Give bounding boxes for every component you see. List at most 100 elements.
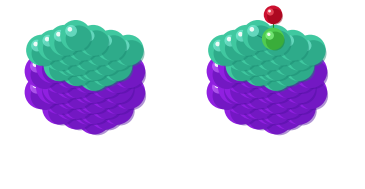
Circle shape: [31, 40, 43, 51]
Circle shape: [106, 55, 118, 67]
Circle shape: [42, 76, 71, 105]
Circle shape: [47, 75, 61, 88]
Circle shape: [50, 98, 55, 103]
Circle shape: [243, 93, 249, 98]
Circle shape: [66, 26, 92, 52]
Circle shape: [100, 59, 134, 93]
Circle shape: [108, 98, 113, 103]
Circle shape: [253, 45, 265, 57]
Circle shape: [259, 97, 288, 125]
Circle shape: [103, 37, 107, 41]
Circle shape: [73, 78, 78, 83]
Circle shape: [77, 79, 111, 113]
Circle shape: [207, 75, 241, 109]
Circle shape: [78, 25, 109, 56]
Circle shape: [242, 64, 276, 98]
Circle shape: [283, 40, 314, 71]
Circle shape: [268, 10, 271, 12]
Circle shape: [38, 30, 69, 61]
Circle shape: [76, 44, 110, 78]
Circle shape: [85, 87, 90, 92]
Circle shape: [252, 76, 265, 89]
Circle shape: [65, 69, 78, 82]
Circle shape: [78, 56, 104, 82]
Circle shape: [252, 86, 265, 99]
Circle shape: [71, 45, 83, 57]
Circle shape: [261, 49, 292, 80]
Circle shape: [97, 51, 102, 56]
Circle shape: [77, 86, 106, 115]
Circle shape: [299, 81, 328, 110]
Circle shape: [290, 67, 295, 72]
Circle shape: [59, 71, 88, 100]
Circle shape: [282, 55, 311, 84]
Circle shape: [70, 55, 83, 68]
Circle shape: [272, 62, 277, 67]
Circle shape: [265, 74, 277, 87]
Circle shape: [91, 62, 96, 67]
Circle shape: [265, 85, 294, 114]
Circle shape: [91, 42, 96, 46]
Circle shape: [42, 70, 76, 104]
Circle shape: [276, 80, 289, 93]
Circle shape: [91, 52, 96, 57]
Circle shape: [61, 44, 92, 75]
Circle shape: [244, 42, 249, 46]
Circle shape: [249, 68, 254, 73]
Circle shape: [278, 82, 284, 87]
Circle shape: [89, 51, 116, 77]
Circle shape: [89, 40, 116, 67]
Circle shape: [265, 75, 294, 104]
Circle shape: [89, 50, 101, 62]
Circle shape: [229, 65, 264, 99]
Circle shape: [68, 93, 73, 98]
Circle shape: [88, 71, 117, 100]
Circle shape: [42, 35, 54, 46]
Circle shape: [236, 30, 247, 42]
Circle shape: [101, 35, 127, 62]
Circle shape: [230, 96, 242, 109]
Circle shape: [258, 65, 292, 99]
Circle shape: [266, 45, 297, 76]
Circle shape: [31, 40, 58, 67]
Circle shape: [282, 91, 316, 125]
Circle shape: [300, 40, 311, 51]
Circle shape: [270, 60, 283, 73]
Circle shape: [243, 72, 249, 77]
Circle shape: [259, 86, 288, 115]
Circle shape: [277, 50, 289, 61]
Circle shape: [224, 91, 258, 125]
Circle shape: [215, 62, 220, 67]
Circle shape: [118, 40, 130, 51]
Circle shape: [44, 78, 49, 83]
Circle shape: [50, 67, 55, 72]
Circle shape: [224, 80, 258, 114]
Circle shape: [48, 76, 77, 105]
Circle shape: [233, 46, 238, 51]
Circle shape: [276, 70, 306, 99]
Circle shape: [82, 85, 96, 98]
Circle shape: [65, 60, 99, 94]
Circle shape: [285, 37, 289, 41]
Circle shape: [291, 46, 295, 51]
Circle shape: [235, 75, 269, 109]
Circle shape: [277, 50, 304, 76]
Circle shape: [287, 64, 300, 77]
Circle shape: [214, 40, 240, 67]
Circle shape: [230, 64, 242, 77]
Circle shape: [247, 80, 260, 93]
Circle shape: [255, 88, 260, 94]
Circle shape: [65, 25, 77, 37]
Circle shape: [79, 98, 84, 103]
Circle shape: [226, 40, 257, 71]
Circle shape: [59, 81, 72, 94]
Circle shape: [242, 74, 276, 108]
Circle shape: [53, 50, 66, 63]
Circle shape: [276, 101, 289, 114]
Circle shape: [109, 57, 113, 62]
Circle shape: [267, 9, 283, 25]
Circle shape: [248, 26, 274, 52]
Circle shape: [242, 50, 254, 62]
Circle shape: [95, 91, 123, 120]
Circle shape: [59, 85, 94, 119]
